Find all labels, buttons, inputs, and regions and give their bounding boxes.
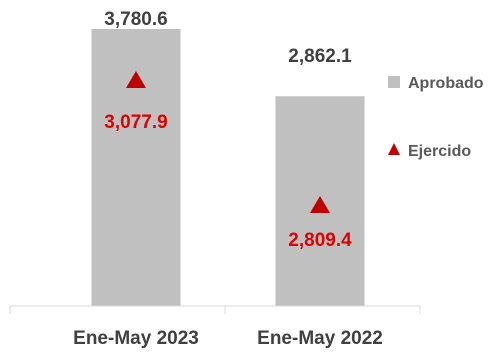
legend-label-ejercido: Ejercido bbox=[408, 143, 471, 160]
category-label: Ene-May 2023 bbox=[73, 328, 199, 349]
legend-label-aprobado: Aprobado bbox=[408, 75, 484, 92]
bar-value-label: 3,780.6 bbox=[104, 9, 167, 30]
legend-triangle-icon bbox=[388, 143, 400, 155]
marker-ejercido bbox=[310, 196, 330, 213]
marker-ejercido bbox=[126, 71, 146, 88]
category-label: Ene-May 2022 bbox=[257, 328, 383, 349]
marker-value-label: 3,077.9 bbox=[104, 112, 167, 133]
legend: Aprobado Ejercido bbox=[388, 75, 484, 160]
bars-layer bbox=[91, 29, 365, 306]
markers-layer bbox=[126, 71, 330, 213]
bar-aprobado bbox=[91, 29, 181, 306]
bar-value-label: 2,862.1 bbox=[288, 46, 352, 67]
legend-swatch-aprobado bbox=[388, 76, 400, 88]
marker-value-label: 2,809.4 bbox=[288, 230, 352, 251]
